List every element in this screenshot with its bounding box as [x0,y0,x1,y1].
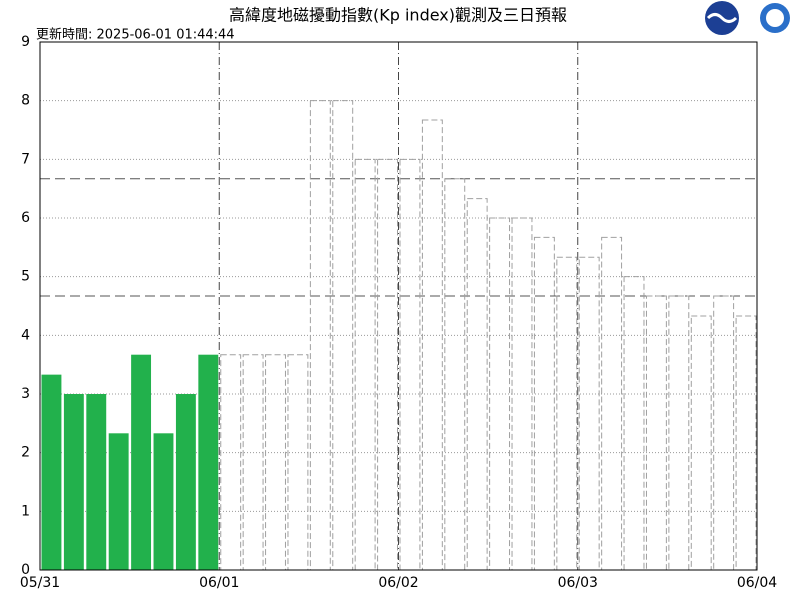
bar [578,256,600,571]
y-tick-label: 3 [21,386,30,402]
y-tick-label: 1 [21,503,30,519]
bar [265,354,286,571]
bar [601,236,623,571]
logos [705,1,790,35]
bar [153,433,174,570]
bar [175,394,196,570]
x-tick-label: 05/31 [20,575,60,591]
y-tick-label: 7 [21,151,30,167]
bar [421,119,443,571]
bar [713,295,735,571]
logo-wave [706,13,738,23]
bar [377,158,398,571]
logo-noaa-inner [766,9,784,27]
y-tick-label: 5 [21,269,30,285]
bar [131,354,152,570]
bar [735,315,757,571]
bar [556,256,578,571]
chart-title: 高緯度地磁擾動指數(Kp index)觀測及三日預報 [229,6,567,25]
bar [354,158,376,571]
bar [242,354,264,571]
x-tick-label: 06/04 [737,575,777,591]
plot-frame [39,41,758,571]
x-tick-label: 06/02 [378,575,418,591]
bar [511,217,533,571]
bar [41,374,62,570]
update-time: 更新時間: 2025-06-01 01:44:44 [36,27,235,43]
bar [86,394,107,570]
x-tick-label: 06/01 [199,575,239,591]
x-tick-label: 06/03 [558,575,598,591]
y-tick-label: 9 [21,34,30,50]
bar [466,198,488,571]
bar [690,315,712,571]
bar [198,354,219,570]
bar [220,354,242,571]
y-tick-label: 8 [21,93,30,109]
bar [645,295,667,571]
bar [287,354,309,571]
bar [533,236,555,571]
bar [63,394,84,570]
y-tick-label: 4 [21,327,30,343]
y-tick-label: 6 [21,210,30,226]
y-tick-label: 0 [21,562,30,578]
bar [668,295,690,571]
bar [399,158,421,571]
bar [444,178,466,571]
bar [108,433,129,570]
y-tick-label: 2 [21,445,30,461]
bar [623,276,645,571]
